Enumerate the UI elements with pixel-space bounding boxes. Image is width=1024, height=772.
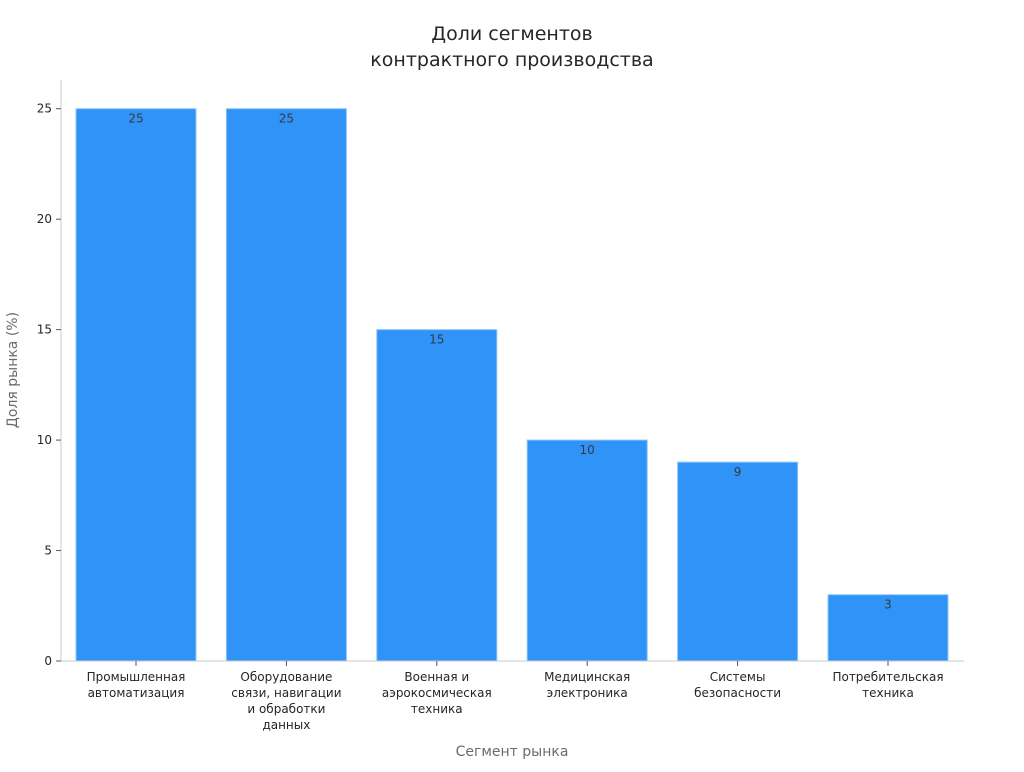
x-category-label-line: Промышленная <box>87 670 186 684</box>
y-tick-label: 0 <box>44 654 52 668</box>
bar-value-label: 25 <box>279 112 294 126</box>
chart-title-line: контрактного производства <box>370 49 653 71</box>
y-tick-label: 5 <box>44 544 52 558</box>
x-category-label: Оборудование связи, навигации и обработки д… <box>231 670 341 732</box>
x-category-label-line: Военная и <box>404 670 469 684</box>
chart-title-line: Доли сегментов <box>431 23 592 45</box>
bar <box>677 461 799 662</box>
data-labels-group: 25 25 15 10 9 3 <box>128 112 891 612</box>
bar <box>376 329 498 662</box>
x-category-label-line: и обработки <box>247 702 325 716</box>
y-tick-label: 25 <box>37 102 52 116</box>
x-category-label: Военная и аэрокосмическая техника <box>382 670 492 716</box>
x-category-label: Медицинская электроника <box>544 670 630 700</box>
bar-value-label: 9 <box>734 465 742 479</box>
bar-value-label: 25 <box>128 112 143 126</box>
bar-value-label: 3 <box>884 598 892 612</box>
bar <box>526 439 648 662</box>
x-category-label-line: данных <box>262 718 310 732</box>
bar-value-label: 10 <box>580 443 595 457</box>
y-tick-label: 10 <box>37 433 52 447</box>
y-tick-label: 15 <box>37 323 52 337</box>
bars-group <box>75 108 949 662</box>
x-category-label-line: связи, навигации <box>231 686 341 700</box>
x-category-label-line: безопасности <box>694 686 781 700</box>
x-category-label-line: Медицинская <box>544 670 630 684</box>
axes-group: 0 5 10 15 20 25 Промышленная автоматизация Обору… <box>37 80 964 732</box>
x-category-label-line: Системы <box>710 670 766 684</box>
x-category-label-line: Потребительская <box>832 670 943 684</box>
x-axis-title: Сегмент рынка <box>456 744 569 760</box>
x-category-label-line: электроника <box>547 686 628 700</box>
x-category-label-line: техника <box>411 702 463 716</box>
x-category-label-line: аэрокосмическая <box>382 686 492 700</box>
x-category-label: Системы безопасности <box>694 670 781 700</box>
y-tick-label: 20 <box>37 212 52 226</box>
y-axis-title: Доля рынка (%) <box>5 312 21 428</box>
x-category-label-line: автоматизация <box>88 686 185 700</box>
bar-value-label: 15 <box>429 333 444 347</box>
bar <box>225 108 347 662</box>
x-category-label-line: техника <box>862 686 914 700</box>
x-category-label: Потребительская техника <box>832 670 943 700</box>
bar <box>75 108 197 662</box>
chart-title: Доли сегментов контрактного производства <box>370 23 653 71</box>
bar <box>827 594 949 662</box>
x-category-label: Промышленная автоматизация <box>87 670 186 700</box>
x-category-label-line: Оборудование <box>240 670 332 684</box>
